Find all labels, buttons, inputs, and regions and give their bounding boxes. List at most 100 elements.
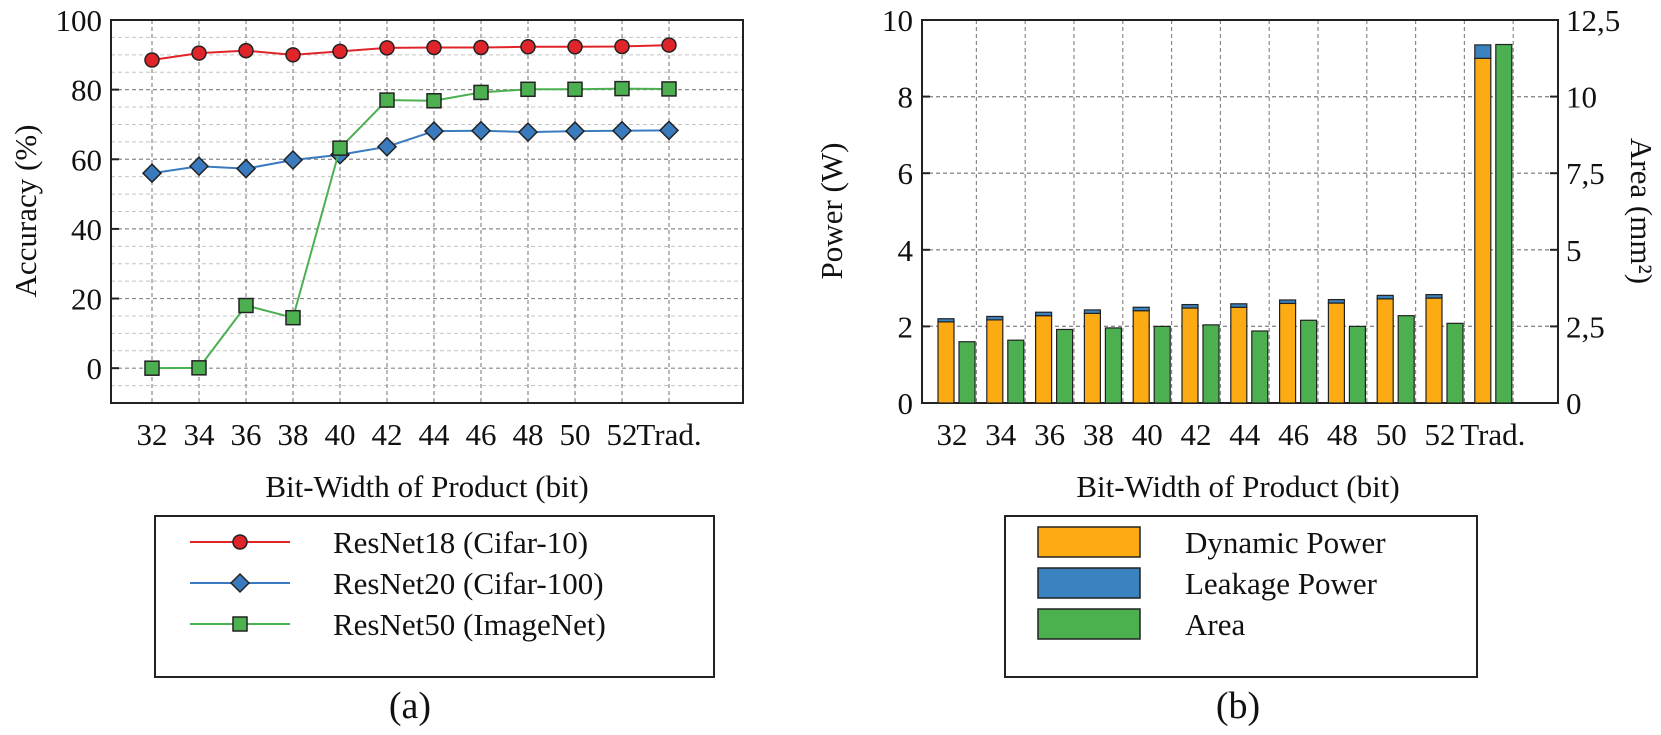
y-tick-label: 6 <box>898 156 914 191</box>
bar-dynamic-power <box>1278 302 1297 404</box>
data-point <box>426 39 442 56</box>
bar-dynamic-power <box>1034 315 1053 404</box>
y-right-tick-label: 7,5 <box>1566 156 1605 191</box>
y-tick-label: 40 <box>71 212 102 247</box>
y-right-tick-label: 12,5 <box>1566 3 1620 38</box>
data-point <box>376 136 398 157</box>
x-tick-label: 50 <box>1376 417 1407 452</box>
data-point <box>191 45 207 61</box>
panel-a: 0 20 40 60 80 100 32 34 36 38 40 42 44 46 48 50 52Trad.… <box>8 3 744 727</box>
x-axis-ticks-b: 32 34 36 38 40 42 44 46 48 50 52 Trad. <box>937 417 1526 452</box>
x-tick-label: 52 <box>1425 417 1456 452</box>
data-point <box>238 42 254 59</box>
bar-leakage-power <box>986 315 1004 321</box>
grid-b <box>922 20 1558 403</box>
y-tick-label: 10 <box>882 3 913 38</box>
data-point <box>661 81 677 97</box>
bar-leakage-power <box>1181 303 1199 309</box>
data-point <box>332 140 348 156</box>
bar-area <box>1397 315 1415 404</box>
bar-area <box>1299 319 1318 404</box>
series-diamond <box>141 120 680 184</box>
bar-leakage-power <box>1376 294 1394 300</box>
data-point <box>520 81 536 98</box>
legend-swatch <box>1037 608 1141 640</box>
bar-leakage-power <box>1132 306 1150 312</box>
bar-leakage-power <box>1327 298 1346 304</box>
data-point <box>191 360 207 376</box>
y-axis-label-a: Accuracy (%) <box>8 125 43 298</box>
bar-leakage-power <box>1425 294 1443 299</box>
data-point <box>614 80 630 97</box>
x-tick-label: Trad. <box>1460 417 1525 452</box>
series-circle <box>144 37 677 68</box>
data-point <box>379 92 395 108</box>
data-point <box>614 38 630 55</box>
bar-leakage-power <box>1083 309 1102 314</box>
y-axis-label-b: Power (W) <box>814 143 849 280</box>
y-tick-label: 100 <box>56 3 103 38</box>
bar-area <box>1251 330 1269 404</box>
y-tick-label: 60 <box>71 142 102 177</box>
x-axis-label-a: Bit-Width of Product (bit) <box>265 469 588 504</box>
y-tick-label: 0 <box>87 351 103 386</box>
x-tick-label: 34 <box>985 417 1017 452</box>
legend-label: Leakage Power <box>1185 566 1378 601</box>
data-point <box>232 616 248 632</box>
data-point <box>332 43 348 60</box>
bar-leakage-power <box>1278 299 1297 305</box>
bar-area <box>1104 327 1123 404</box>
bar-area <box>1055 328 1074 404</box>
data-point <box>285 47 301 63</box>
bar-leakage-power <box>937 318 955 323</box>
y-right-tick-label: 5 <box>1566 233 1582 268</box>
x-tick-label: 36 <box>231 417 262 452</box>
data-point <box>238 297 254 314</box>
bar-dynamic-power <box>937 321 955 404</box>
grid-a <box>111 20 743 403</box>
legend-b: Dynamic Power Leakage Power Area <box>1004 515 1478 678</box>
bar-dynamic-power <box>1425 297 1443 404</box>
legend-label: ResNet20 (Cifar-100) <box>333 566 604 601</box>
data-point <box>473 84 489 101</box>
bar-area <box>958 341 976 404</box>
legend-label: Area <box>1185 607 1245 642</box>
bar-dynamic-power <box>1132 310 1150 404</box>
x-tick-label: 46 <box>466 417 497 452</box>
data-point <box>423 121 445 142</box>
bar-area <box>1202 324 1220 404</box>
data-point <box>144 52 160 68</box>
legend-label: ResNet18 (Cifar-10) <box>333 525 588 560</box>
bar-area <box>1153 325 1171 404</box>
data-point <box>379 40 395 56</box>
data-point <box>235 158 257 179</box>
x-tick-label: 42 <box>1181 417 1212 452</box>
bar-area <box>1348 325 1367 404</box>
data-point <box>141 163 163 184</box>
x-tick-label: 32 <box>937 417 968 452</box>
data-point <box>567 39 583 55</box>
x-tick-label: 32 <box>137 417 168 452</box>
y-tick-label: 2 <box>898 309 914 344</box>
series-line <box>151 129 670 175</box>
x-tick-label: 50 <box>560 417 591 452</box>
x-tick-label: 36 <box>1034 417 1065 452</box>
data-point <box>470 120 492 141</box>
y-tick-label: 0 <box>898 386 914 421</box>
plot-frame-a <box>110 19 744 404</box>
series-line <box>151 44 670 62</box>
x-tick-label: 38 <box>278 417 309 452</box>
data-point <box>661 37 677 53</box>
panel-label-b: (b) <box>1216 685 1260 727</box>
bar-dynamic-power <box>1083 312 1102 404</box>
y-axis-ticks-a: 0 20 40 60 80 100 <box>56 3 119 386</box>
panel-label-a: (a) <box>389 685 431 727</box>
x-tick-label: 40 <box>325 417 356 452</box>
data-point <box>144 360 160 376</box>
bar-area <box>1007 339 1025 404</box>
bars-b <box>937 43 1513 404</box>
legend-swatch <box>1037 526 1141 558</box>
y-right-tick-label: 2,5 <box>1566 309 1605 344</box>
